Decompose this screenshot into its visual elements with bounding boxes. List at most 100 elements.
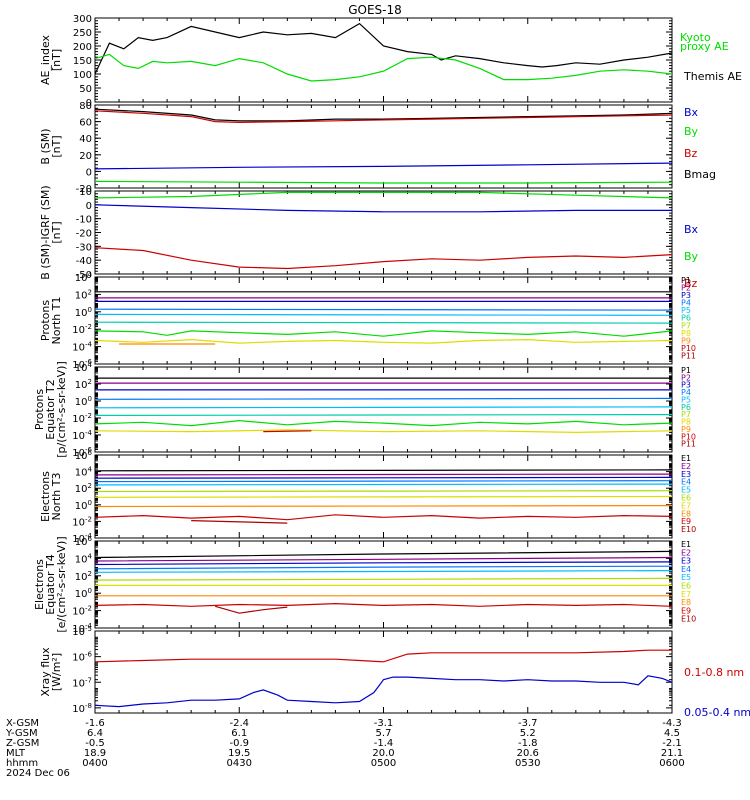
y-tick-label: 80 — [79, 101, 92, 112]
legend-entry: E8 — [681, 598, 691, 607]
y-tick-label: 0 — [86, 201, 92, 212]
legend-entry: E1 — [681, 540, 691, 549]
series-ee-e6 — [95, 577, 672, 581]
y-tick-label: 10 — [79, 187, 92, 198]
ephemeris-value: 20.6 — [517, 748, 539, 759]
series-en-e1 — [95, 469, 672, 472]
legend-entry: E1 — [681, 454, 691, 463]
y-tick-label: 10-8 — [72, 702, 92, 715]
y-tick-label: 50 — [79, 84, 92, 95]
ephemeris-value: -0.5 — [85, 738, 105, 749]
series-en-e2 — [95, 473, 672, 476]
ephemeris-value: 20.0 — [372, 748, 394, 759]
legend-entry: E7 — [681, 590, 691, 599]
legend-entry: 0.05-0.4 nm — [684, 706, 750, 719]
legend-entry: E10 — [681, 615, 696, 624]
panel-frame — [94, 104, 673, 189]
y-axis-label: [nT] — [50, 49, 63, 71]
y-tick-label: 150 — [73, 56, 92, 67]
legend-entry: P5 — [681, 395, 691, 404]
y-tick-label: 40 — [79, 134, 92, 145]
legend-entry: E8 — [681, 509, 691, 518]
panel-bigrf: -50 -40 -30 -20 -10 0 10 B (SM)-IGRF (SM)[nT] Bx… — [39, 185, 699, 290]
y-tick-label: 10-2 — [72, 323, 92, 336]
ephemeris-value: -4.3 — [662, 718, 682, 729]
y-axis-label: B (SM) — [39, 128, 52, 164]
y-axis-label: Protons — [33, 389, 46, 430]
series-ae-themis-ae — [95, 22, 672, 75]
legend-entry: P2 — [681, 373, 691, 382]
y-tick-label: 250 — [73, 28, 92, 39]
y-tick-label: 102 — [75, 570, 92, 583]
ephemeris-value: -2.1 — [662, 738, 682, 749]
date-label: 2024 Dec 06 — [6, 768, 70, 779]
ephemeris-value: -1.6 — [85, 718, 105, 729]
y-tick-label: 102 — [75, 482, 92, 495]
legend-entry: P11 — [681, 440, 696, 449]
y-tick-label: 100 — [75, 306, 92, 319]
series-bigrf-bx — [95, 204, 672, 213]
legend-xray: 0.1-0.8 nm 0.05-0.4 nm — [684, 666, 750, 719]
series-pe-p8 — [95, 429, 672, 434]
y-tick-label: 10-6 — [72, 651, 92, 664]
legend-entry: E4 — [681, 565, 691, 574]
series-bsm-bz — [95, 110, 672, 124]
ephemeris-value: 5.7 — [376, 728, 392, 739]
ephemeris-value: 4.5 — [664, 728, 680, 739]
y-axis-label: Equator T4 — [44, 554, 57, 614]
y-tick-label: -20 — [76, 184, 92, 195]
legend-entry: Kyoto — [680, 31, 711, 44]
series-en-e3 — [95, 476, 672, 479]
y-tick-label: 10-4 — [72, 429, 92, 442]
legend-entry: E4 — [681, 478, 691, 487]
ephemeris-value: 0500 — [371, 758, 396, 769]
legend-entry: Bz — [684, 147, 698, 160]
y-tick-label: 0 — [86, 167, 92, 178]
y-axis-label: [p/(cm²-s-sr-keV)] — [55, 361, 68, 458]
ephemeris-value: 0530 — [515, 758, 540, 769]
series-group — [95, 469, 672, 524]
legend-entry: E5 — [681, 573, 691, 582]
series-group — [95, 550, 672, 614]
series-group — [95, 22, 672, 82]
y-axis-label: AE_index — [39, 34, 52, 85]
y-axis-label: North T1 — [50, 297, 63, 345]
legend-entry: P7 — [681, 321, 691, 330]
y-axis-label: Equator T2 — [44, 379, 57, 439]
panel-frame — [94, 276, 673, 365]
legend-entry: P2 — [681, 284, 691, 293]
y-tick-label: 104 — [75, 361, 93, 374]
y-tick-label: 106 — [75, 449, 93, 462]
legend-entry: P1 — [681, 366, 691, 375]
series-ae-kyoto-proxy-ae — [95, 53, 672, 82]
series-ee-e2 — [95, 556, 672, 562]
ephemeris-value: 0400 — [82, 758, 107, 769]
ephemeris-value: 0600 — [659, 758, 684, 769]
y-axis-label: North T3 — [50, 473, 63, 521]
ephemeris-value: -0.9 — [229, 738, 249, 749]
y-tick-label: 10-4 — [72, 341, 92, 354]
y-axis-label: [nT] — [50, 221, 63, 243]
series-group — [95, 291, 672, 345]
y-axis-label: Electrons — [33, 559, 46, 610]
legend-entry: P8 — [681, 418, 691, 427]
series-pe-p4 — [95, 397, 672, 400]
y-tick-label: 100 — [75, 499, 92, 512]
ephemeris-value: 19.5 — [228, 748, 250, 759]
x-axis-ephemeris: X-GSM -1.6 -2.4 -3.1 -3.7 -4.3 Y-GSM 6.4 6.1 5.7 5… — [5, 718, 685, 779]
series-pn-p6 — [95, 321, 672, 324]
legend-entry: Bmag — [684, 168, 716, 181]
y-axis-label: [e/(cm²-s-sr-keV)] — [55, 536, 68, 632]
series-pn-p5 — [95, 313, 672, 316]
legend-entry: P8 — [681, 329, 691, 338]
legend-entry: proxy AE — [680, 40, 729, 53]
legend-entry: E2 — [681, 548, 691, 557]
legend-entry: 0.1-0.8 nm — [684, 666, 744, 679]
